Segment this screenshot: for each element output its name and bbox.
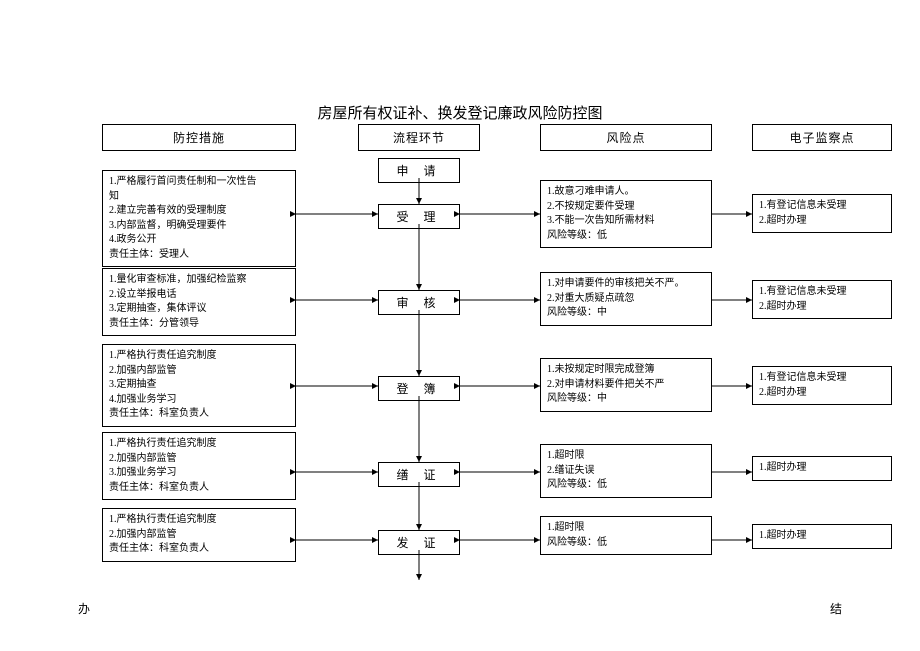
risk-box-accept: 1.故意刁难申请人。2.不按规定要件受理3.不能一次告知所需材料风险等级：低 bbox=[540, 180, 712, 248]
risk-line: 2.不按规定要件受理 bbox=[547, 200, 705, 215]
prevent-box-review: 1.量化审查标准，加强纪检监察2.设立举报电话3.定期抽查，集体评议责任主体：分… bbox=[102, 268, 296, 336]
prevent-line: 2.加强内部监管 bbox=[109, 528, 289, 543]
prevent-line: 2.设立举报电话 bbox=[109, 288, 289, 303]
risk-line: 1.超时限 bbox=[547, 521, 705, 536]
risk-line: 风险等级：中 bbox=[547, 306, 705, 321]
monitor-line: 1.有登记信息未受理 bbox=[759, 199, 885, 214]
header-flow: 流程环节 bbox=[358, 124, 480, 151]
footer-right: 结 bbox=[830, 600, 842, 617]
risk-box-record: 1.未按规定时限完成登簿2.对申请材料要件把关不严风险等级：中 bbox=[540, 358, 712, 412]
prevent-line: 4.加强业务学习 bbox=[109, 393, 289, 408]
risk-line: 1.未按规定时限完成登簿 bbox=[547, 363, 705, 378]
monitor-line: 2.超时办理 bbox=[759, 214, 885, 229]
flow-node-apply: 申 请 bbox=[378, 158, 460, 183]
prevent-box-cert: 1.严格执行责任追究制度2.加强内部监管3.加强业务学习责任主体：科室负责人 bbox=[102, 432, 296, 500]
monitor-line: 2.超时办理 bbox=[759, 386, 885, 401]
prevent-line: 4.政务公开 bbox=[109, 233, 289, 248]
prevent-line: 2.加强内部监管 bbox=[109, 364, 289, 379]
risk-line: 1.对申请要件的审核把关不严。 bbox=[547, 277, 705, 292]
diagram-title: 房屋所有权证补、换发登记廉政风险防控图 bbox=[0, 102, 920, 123]
risk-line: 风险等级：低 bbox=[547, 536, 705, 551]
prevent-line: 1.严格执行责任追究制度 bbox=[109, 349, 289, 364]
risk-line: 3.不能一次告知所需材料 bbox=[547, 214, 705, 229]
flow-node-issue: 发 证 bbox=[378, 530, 460, 555]
risk-line: 1.超时限 bbox=[547, 449, 705, 464]
monitor-line: 2.超时办理 bbox=[759, 300, 885, 315]
prevent-box-record: 1.严格执行责任追究制度2.加强内部监管3.定期抽查4.加强业务学习责任主体：科… bbox=[102, 344, 296, 427]
prevent-line: 1.严格履行首问责任制和一次性告 bbox=[109, 175, 289, 190]
monitor-line: 1.有登记信息未受理 bbox=[759, 285, 885, 300]
monitor-line: 1.超时办理 bbox=[759, 461, 885, 476]
prevent-line: 3.定期抽查，集体评议 bbox=[109, 302, 289, 317]
flow-node-review: 审 核 bbox=[378, 290, 460, 315]
header-prevent: 防控措施 bbox=[102, 124, 296, 151]
prevent-line: 3.内部监督，明确受理要件 bbox=[109, 219, 289, 234]
risk-line: 2.缮证失误 bbox=[547, 464, 705, 479]
header-monitor: 电子监察点 bbox=[752, 124, 892, 151]
prevent-line: 2.加强内部监管 bbox=[109, 452, 289, 467]
prevent-line: 3.定期抽查 bbox=[109, 378, 289, 393]
prevent-line: 2.建立完善有效的受理制度 bbox=[109, 204, 289, 219]
prevent-box-issue: 1.严格执行责任追究制度2.加强内部监管责任主体：科室负责人 bbox=[102, 508, 296, 562]
prevent-line: 3.加强业务学习 bbox=[109, 466, 289, 481]
monitor-box-review: 1.有登记信息未受理2.超时办理 bbox=[752, 280, 892, 319]
risk-line: 2.对申请材料要件把关不严 bbox=[547, 378, 705, 393]
prevent-line: 责任主体：受理人 bbox=[109, 248, 289, 263]
risk-line: 1.故意刁难申请人。 bbox=[547, 185, 705, 200]
risk-line: 风险等级：低 bbox=[547, 229, 705, 244]
prevent-line: 责任主体：科室负责人 bbox=[109, 481, 289, 496]
risk-box-cert: 1.超时限2.缮证失误风险等级：低 bbox=[540, 444, 712, 498]
monitor-box-issue: 1.超时办理 bbox=[752, 524, 892, 549]
risk-box-issue: 1.超时限风险等级：低 bbox=[540, 516, 712, 555]
flow-node-accept: 受 理 bbox=[378, 204, 460, 229]
flow-node-cert: 缮 证 bbox=[378, 462, 460, 487]
prevent-line: 责任主体：科室负责人 bbox=[109, 407, 289, 422]
prevent-line: 责任主体：分管领导 bbox=[109, 317, 289, 332]
monitor-box-accept: 1.有登记信息未受理2.超时办理 bbox=[752, 194, 892, 233]
prevent-line: 知 bbox=[109, 190, 289, 205]
prevent-line: 责任主体：科室负责人 bbox=[109, 542, 289, 557]
header-risk: 风险点 bbox=[540, 124, 712, 151]
monitor-line: 1.超时办理 bbox=[759, 529, 885, 544]
monitor-box-cert: 1.超时办理 bbox=[752, 456, 892, 481]
risk-box-review: 1.对申请要件的审核把关不严。2.对重大质疑点疏忽风险等级：中 bbox=[540, 272, 712, 326]
footer-left: 办 bbox=[78, 600, 90, 617]
prevent-line: 1.严格执行责任追究制度 bbox=[109, 437, 289, 452]
prevent-box-accept: 1.严格履行首问责任制和一次性告知2.建立完善有效的受理制度3.内部监督，明确受… bbox=[102, 170, 296, 267]
prevent-line: 1.量化审查标准，加强纪检监察 bbox=[109, 273, 289, 288]
risk-line: 风险等级：低 bbox=[547, 478, 705, 493]
prevent-line: 1.严格执行责任追究制度 bbox=[109, 513, 289, 528]
risk-line: 风险等级：中 bbox=[547, 392, 705, 407]
risk-line: 2.对重大质疑点疏忽 bbox=[547, 292, 705, 307]
monitor-line: 1.有登记信息未受理 bbox=[759, 371, 885, 386]
monitor-box-record: 1.有登记信息未受理2.超时办理 bbox=[752, 366, 892, 405]
flow-node-record: 登 簿 bbox=[378, 376, 460, 401]
